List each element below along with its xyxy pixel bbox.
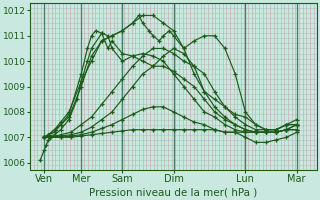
- X-axis label: Pression niveau de la mer( hPa ): Pression niveau de la mer( hPa ): [90, 187, 258, 197]
